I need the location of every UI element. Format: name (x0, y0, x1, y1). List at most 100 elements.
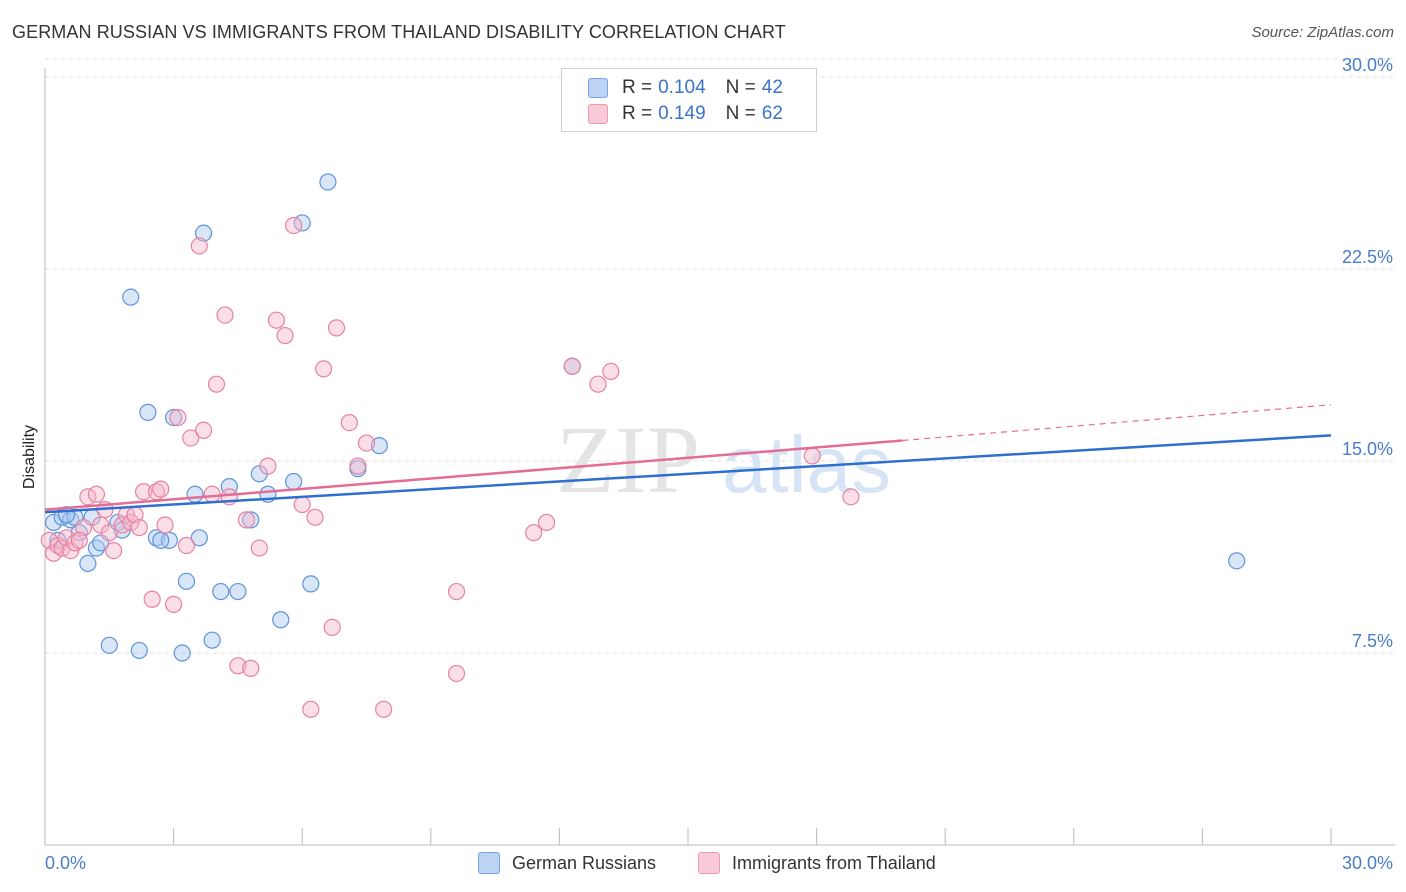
legend-r-value: 0.104 (658, 77, 706, 98)
data-point-german-russian (190, 529, 208, 547)
data-point-german-russian (272, 611, 290, 629)
data-point-german-russian (242, 511, 260, 529)
data-point-thailand (177, 536, 196, 555)
data-point-thailand (104, 541, 123, 560)
data-point-thailand (340, 414, 358, 432)
trend-line-german-russians (44, 434, 1332, 514)
data-point-german-russian (302, 575, 320, 593)
data-point-german-russian (139, 403, 157, 421)
data-point-german-russian (229, 582, 247, 601)
data-point-thailand (375, 700, 393, 718)
data-point-thailand (207, 375, 226, 393)
grid-lines (45, 58, 1395, 654)
data-point-german-russian (285, 472, 303, 491)
data-point-german-russian (195, 224, 213, 242)
data-point-thailand (259, 457, 277, 475)
data-point-thailand (293, 495, 311, 514)
data-point-thailand (130, 518, 148, 537)
data-point-german-russian (212, 582, 230, 601)
bottom-legend-thailand: Immigrants from Thailand (698, 852, 936, 874)
y-tick-label: 15.0% (1342, 439, 1393, 459)
data-point-thailand (165, 595, 183, 613)
legend-swatch-blue (588, 78, 608, 98)
bottom-legend-label: German Russians (512, 852, 657, 873)
data-point-thailand (563, 357, 581, 375)
data-point-thailand (40, 531, 58, 549)
y-tick-label: 22.5% (1342, 247, 1393, 267)
source-label: Source: ZipAtlas.com (1251, 24, 1394, 41)
axes (44, 68, 1395, 846)
data-point-german-russian (130, 641, 148, 660)
data-point-german-russian (122, 288, 140, 306)
data-point-thailand (323, 618, 341, 637)
data-point-german-russian (186, 485, 204, 503)
data-point-german-russian (173, 644, 191, 662)
data-point-german-russian (79, 554, 97, 573)
data-point-thailand (100, 524, 118, 542)
data-point-thailand (525, 524, 543, 542)
data-point-thailand (327, 319, 346, 337)
legend-n-value: 62 (761, 103, 783, 124)
data-point-thailand (237, 511, 256, 529)
data-point-german-russian (203, 631, 221, 649)
data-point-thailand (589, 375, 607, 393)
data-point-thailand (602, 362, 620, 380)
data-point-thailand (169, 408, 187, 427)
x-tick-label: 30.0% (1342, 853, 1393, 873)
data-point-thailand (267, 311, 286, 329)
bottom-legend-swatch-blue (478, 852, 500, 874)
y-axis-label: Disability (21, 425, 38, 489)
data-point-thailand (242, 659, 260, 677)
data-point-german-russian (165, 408, 183, 427)
data-point-german-russian (319, 173, 337, 191)
data-point-thailand (143, 590, 161, 608)
data-point-thailand (537, 513, 556, 532)
data-point-thailand (447, 582, 466, 601)
data-point-thailand (447, 664, 466, 683)
legend-r-label: R = (622, 103, 653, 124)
data-point-thailand (842, 488, 860, 506)
legend-row-thailand: R = 0.149 N = 62 (588, 103, 783, 125)
data-point-thailand (229, 657, 247, 675)
data-point-thailand (190, 237, 208, 255)
data-point-german-russian (177, 572, 196, 590)
legend-swatch-pink (588, 104, 608, 124)
data-point-thailand (315, 360, 333, 378)
legend-n-value: 42 (761, 77, 783, 98)
data-point-thailand (285, 216, 303, 235)
legend-row-german-russians: R = 0.104 N = 42 (588, 77, 783, 99)
y-tick-label: 30.0% (1342, 55, 1393, 75)
bottom-legend-label: Immigrants from Thailand (732, 852, 936, 873)
data-point-thailand (195, 421, 213, 439)
data-point-thailand (87, 485, 106, 503)
data-point-thailand (276, 326, 294, 345)
trend-line-thailand (44, 439, 903, 511)
legend-r-label: R = (622, 77, 653, 98)
x-tick-label: 0.0% (45, 853, 86, 873)
data-point-thailand (156, 516, 174, 534)
data-point-thailand (250, 539, 268, 557)
bottom-legend-swatch-pink (698, 852, 720, 874)
data-point-thailand (357, 434, 376, 452)
bottom-legend-german-russians: German Russians (478, 852, 656, 874)
thailand-points (40, 216, 860, 718)
data-point-thailand (134, 483, 153, 501)
data-point-thailand (803, 447, 821, 465)
chart-title: GERMAN RUSSIAN VS IMMIGRANTS FROM THAILA… (12, 22, 786, 42)
data-point-german-russian (370, 437, 388, 455)
data-point-thailand (306, 508, 324, 526)
legend-n-label: N = (725, 77, 756, 98)
y-tick-labels: 7.5% 15.0% 22.5% 30.0% (1342, 55, 1393, 651)
data-point-german-russian (152, 531, 170, 549)
legend-n-label: N = (725, 103, 756, 124)
data-point-thailand (152, 480, 170, 498)
legend-r-value: 0.149 (658, 103, 706, 124)
data-point-thailand (302, 700, 320, 718)
trend-lines (44, 404, 1332, 514)
data-point-thailand (182, 429, 200, 447)
trend-line-thailand-extension (902, 404, 1332, 442)
data-point-german-russian (1228, 552, 1246, 570)
y-tick-label: 7.5% (1352, 631, 1393, 651)
data-point-german-russian (100, 636, 118, 654)
